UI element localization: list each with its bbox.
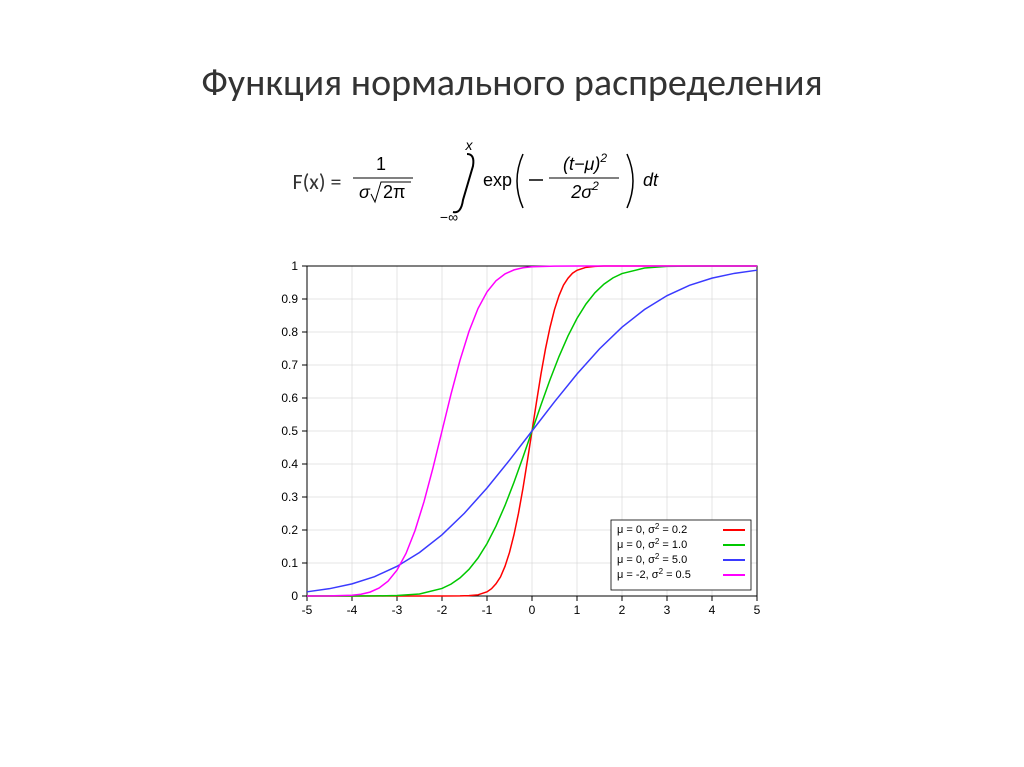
svg-text:5: 5 — [754, 603, 761, 617]
svg-text:0.2: 0.2 — [281, 523, 298, 537]
svg-text:-4: -4 — [347, 603, 358, 617]
formula-lhs: F(x) = — [293, 168, 342, 195]
svg-text:4: 4 — [709, 603, 716, 617]
expo-num: (t−μ)2 — [563, 151, 607, 174]
svg-text:1: 1 — [574, 603, 581, 617]
svg-text:0.4: 0.4 — [281, 457, 298, 471]
frac-den-sigma: σ — [359, 182, 371, 202]
integral-icon — [453, 154, 473, 212]
svg-text:-1: -1 — [482, 603, 493, 617]
legend-label: μ = 0, σ2 = 0.2 — [617, 522, 687, 536]
svg-text:0: 0 — [291, 589, 298, 603]
exp-text: exp — [483, 170, 512, 190]
svg-text:0.5: 0.5 — [281, 424, 298, 438]
svg-text:3: 3 — [664, 603, 671, 617]
legend-label: μ = 0, σ2 = 1.0 — [617, 537, 687, 551]
svg-text:0.7: 0.7 — [281, 358, 298, 372]
svg-text:1: 1 — [291, 259, 298, 273]
svg-text:0.3: 0.3 — [281, 490, 298, 504]
legend-label: μ = 0, σ2 = 5.0 — [617, 552, 687, 566]
svg-text:0.8: 0.8 — [281, 325, 298, 339]
dt-text: dt — [643, 170, 659, 190]
slide: Функция нормального распределения F(x) =… — [0, 0, 1024, 767]
expo-den: 2σ2 — [571, 179, 600, 202]
cdf-chart: -5 -4 -3 -2 -1 0 1 2 3 4 5 0 0.1 0.2 0.3 0.4 0.5 0.6 0.7 0.… — [252, 256, 772, 626]
svg-text:-5: -5 — [302, 603, 313, 617]
chart-container: -5 -4 -3 -2 -1 0 1 2 3 4 5 0 0.1 0.2 0.3 0.4 0.5 0.6 0.7 0.… — [0, 256, 1024, 626]
frac-den-root: 2π — [383, 182, 405, 202]
svg-text:2: 2 — [619, 603, 626, 617]
formula-expression: 1 σ 2π x −∞ exp (t−μ)2 — [351, 136, 731, 226]
lparen-icon — [517, 154, 523, 208]
page-title: Функция нормального распределения — [0, 60, 1024, 106]
svg-text:-3: -3 — [392, 603, 403, 617]
int-upper: x — [465, 137, 474, 153]
svg-text:-2: -2 — [437, 603, 448, 617]
frac-num: 1 — [376, 154, 386, 174]
svg-text:0.1: 0.1 — [281, 556, 298, 570]
svg-text:0.6: 0.6 — [281, 391, 298, 405]
rparen-icon — [627, 154, 633, 208]
svg-text:0.9: 0.9 — [281, 292, 298, 306]
int-lower: −∞ — [440, 209, 458, 225]
svg-text:0: 0 — [529, 603, 536, 617]
formula: F(x) = 1 σ 2π x −∞ exp — [0, 136, 1024, 226]
legend-label: μ = -2, σ2 = 0.5 — [617, 567, 691, 581]
